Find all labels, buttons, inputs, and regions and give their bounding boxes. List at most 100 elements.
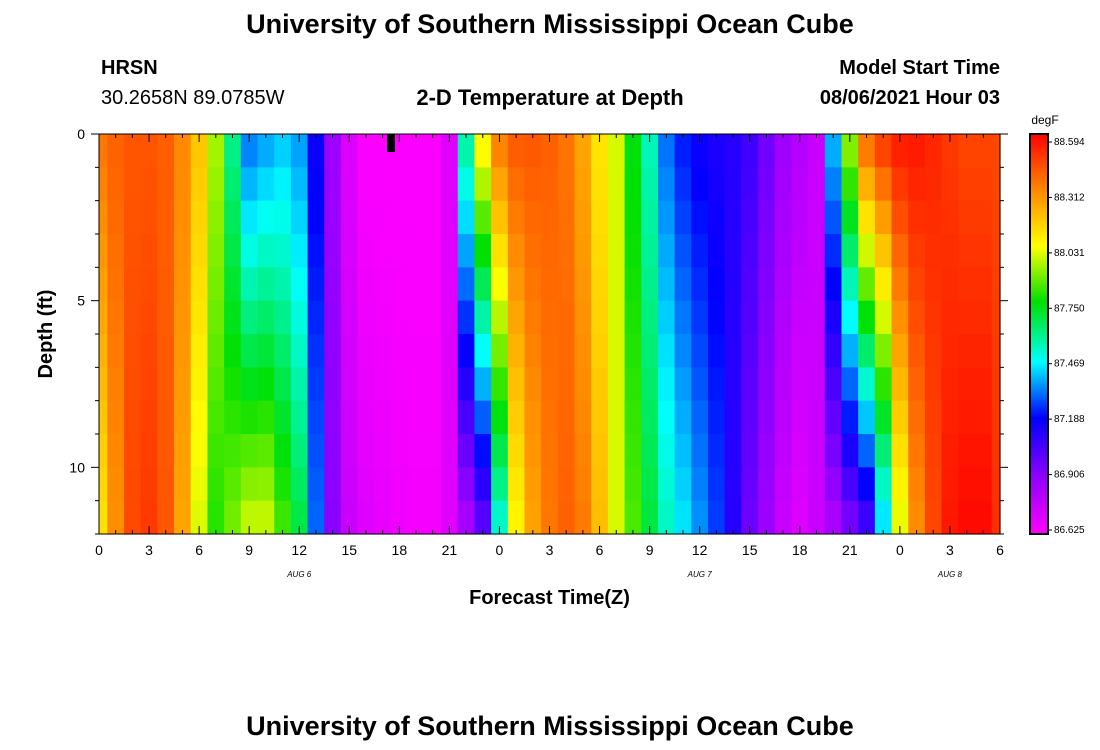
heatmap-cell <box>274 500 292 535</box>
heatmap-cell <box>824 334 843 368</box>
heatmap-cell <box>174 267 192 302</box>
heatmap-cell <box>190 434 209 468</box>
heatmap-cell <box>874 134 893 168</box>
heatmap-cell <box>124 334 142 368</box>
heatmap-cell <box>974 434 993 468</box>
heatmap-cell <box>691 500 709 535</box>
heatmap-cell <box>874 467 893 502</box>
heatmap-cell <box>758 167 776 202</box>
heatmap-cell <box>140 500 158 535</box>
heatmap-cell <box>507 434 526 468</box>
heatmap-cell <box>124 500 142 535</box>
heatmap-cell <box>524 500 542 535</box>
heatmap-cell <box>674 300 692 335</box>
x-tick-label: 3 <box>946 542 954 558</box>
heatmap-cell <box>157 300 175 335</box>
heatmap-cell <box>724 300 742 335</box>
heatmap-cell <box>758 300 776 335</box>
heatmap-cell <box>891 134 909 168</box>
heatmap-cell <box>557 300 576 335</box>
heatmap-cell <box>591 434 609 468</box>
heatmap-cell <box>307 300 325 335</box>
heatmap-cell <box>274 434 292 468</box>
heatmap-cell <box>407 234 425 268</box>
heatmap-cell <box>507 134 526 168</box>
heatmap-cell <box>174 167 192 202</box>
heatmap-cell <box>290 367 309 402</box>
heatmap-cell <box>390 367 409 402</box>
heatmap-cell <box>657 167 676 202</box>
heatmap-cell <box>290 467 309 502</box>
heatmap-cell <box>924 267 943 302</box>
heatmap-cell <box>107 267 125 302</box>
heatmap-cell <box>541 500 559 535</box>
heatmap-cell <box>591 334 609 368</box>
heatmap-cell <box>224 167 242 202</box>
heatmap-cell <box>474 334 492 368</box>
heatmap-cell <box>758 267 776 302</box>
day-label: AUG 6 <box>286 570 312 579</box>
heatmap-cell <box>974 267 993 302</box>
heatmap-cell <box>958 300 976 335</box>
heatmap-cell <box>574 434 592 468</box>
heatmap-cell <box>524 334 542 368</box>
heatmap-cell <box>724 267 742 302</box>
heatmap-cell <box>908 500 926 535</box>
heatmap-cell <box>724 334 742 368</box>
colorbar-unit: degF <box>1031 113 1058 127</box>
heatmap-cell <box>307 134 325 168</box>
heatmap-cell <box>974 467 993 502</box>
x-tick-label: 18 <box>392 542 408 558</box>
heatmap-cell <box>441 467 459 502</box>
heatmap-cell <box>190 167 209 202</box>
heatmap-cell <box>791 500 809 535</box>
heatmap-cell <box>624 300 642 335</box>
heatmap-cell <box>257 134 275 168</box>
heatmap-cell <box>708 267 726 302</box>
heatmap-cell <box>524 300 542 335</box>
heatmap-cell <box>474 234 492 268</box>
heatmap-cell <box>574 167 592 202</box>
x-tick-label: 6 <box>996 542 1004 558</box>
heatmap-cell <box>224 367 242 402</box>
heatmap-cell <box>407 400 425 435</box>
heatmap-cell <box>991 400 1001 435</box>
heatmap-cell <box>758 334 776 368</box>
heatmap-cell <box>891 200 909 235</box>
heatmap-cell <box>207 434 225 468</box>
heatmap-cell <box>741 467 759 502</box>
heatmap-cell <box>557 134 576 168</box>
heatmap-cell <box>858 300 876 335</box>
heatmap-cell <box>841 400 859 435</box>
heatmap-cell <box>791 300 809 335</box>
heatmap-cell <box>240 134 259 168</box>
heatmap-cell <box>908 400 926 435</box>
heatmap-cell <box>324 167 342 202</box>
heatmap-cell <box>574 300 592 335</box>
heatmap-cell <box>474 200 492 235</box>
heatmap-cell <box>741 300 759 335</box>
heatmap-cell <box>307 334 325 368</box>
heatmap-cell <box>124 200 142 235</box>
heatmap-cell <box>507 467 526 502</box>
heatmap-cell <box>724 234 742 268</box>
heatmap-cell <box>758 234 776 268</box>
heatmap-cell <box>207 134 225 168</box>
heatmap-cell <box>157 334 175 368</box>
heatmap-cell <box>207 200 225 235</box>
heatmap-cell <box>841 467 859 502</box>
heatmap-cell <box>808 300 826 335</box>
heatmap-cell <box>240 434 259 468</box>
heatmap-cell <box>858 134 876 168</box>
heatmap-cell <box>958 134 976 168</box>
heatmap-cell <box>741 134 759 168</box>
heatmap-cell <box>808 134 826 168</box>
heatmap-cell <box>858 434 876 468</box>
heatmap-cell <box>307 467 325 502</box>
heatmap-cell <box>741 234 759 268</box>
heatmap-cell <box>307 167 325 202</box>
heatmap-cell <box>274 467 292 502</box>
heatmap-cell <box>858 200 876 235</box>
heatmap-cell <box>324 267 342 302</box>
heatmap-cell <box>457 267 476 302</box>
